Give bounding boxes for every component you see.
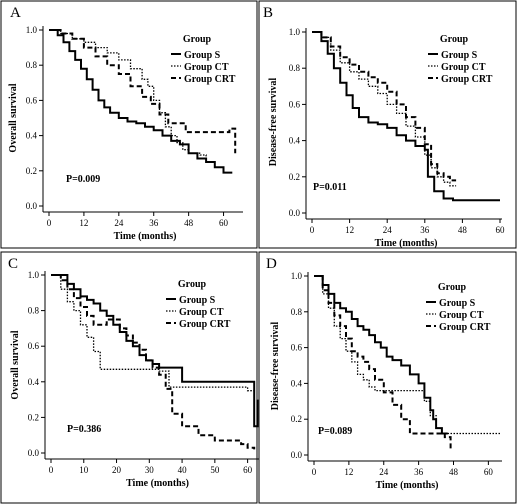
series-line-group-ct: [314, 275, 500, 435]
y-tick-label: 1.0: [289, 27, 301, 37]
x-tick-label: 36: [414, 467, 424, 477]
y-tick-label: 0.2: [28, 412, 39, 422]
legend-entry: Group S: [439, 298, 476, 309]
y-tick-label: 1.0: [26, 25, 38, 35]
x-tick-label: 0: [312, 467, 317, 477]
y-tick-label: 1.0: [291, 271, 303, 281]
y-tick-label: 0.4: [289, 136, 301, 146]
panel-frame: [0, 0, 258, 249]
legend-title: Group: [183, 34, 212, 45]
y-tick-label: 0.6: [291, 343, 303, 353]
series-line-group-crt: [51, 274, 256, 450]
x-tick-label: 0: [310, 225, 315, 235]
x-tick-label: 0: [49, 465, 54, 475]
y-tick-label: 0.2: [26, 166, 37, 176]
x-tick-label: 12: [345, 225, 354, 235]
panel-letter: C: [8, 256, 18, 272]
panel-d: 0.0 0.2 0.4 0.6 0.8 1.0 0 12 24 36 48 60 Time (month…: [258, 251, 517, 504]
x-tick-label: 60: [484, 467, 494, 477]
y-axis-label: Overall survival: [10, 330, 21, 399]
x-tick-label: 60: [243, 465, 253, 475]
p-value: P=0.011: [313, 182, 347, 193]
series-line-group-crt: [49, 29, 237, 154]
series-line-group-s: [49, 29, 233, 174]
legend-entry: Group CT: [439, 310, 484, 321]
x-axis-label: Time (months): [376, 480, 439, 491]
series-line-group-s: [314, 275, 448, 435]
x-tick-label: 30: [145, 465, 155, 475]
legend-entry: Group CT: [179, 307, 224, 318]
legend-entry: Group S: [441, 50, 478, 61]
y-tick-label: 0.6: [26, 95, 38, 105]
legend-entry: Group CRT: [184, 74, 236, 85]
panel-a: 0.0 0.2 0.4 0.6 0.8 1.0 0 12 24 36 48 60 Time (month…: [0, 0, 258, 249]
x-tick-label: 24: [383, 225, 393, 235]
panel-letter: A: [10, 5, 21, 21]
legend-entry: Group CT: [184, 62, 229, 73]
legend-title: Group: [438, 282, 467, 293]
legend-entry: Group S: [184, 50, 221, 61]
x-tick-label: 24: [114, 218, 124, 228]
p-value: P=0.009: [66, 174, 100, 185]
series-line-group-s: [312, 31, 500, 202]
y-tick-label: 0.8: [289, 63, 301, 73]
series-line-group-crt: [314, 275, 452, 452]
y-tick-label: 0.8: [28, 306, 40, 316]
y-tick-label: 0.4: [26, 131, 38, 141]
x-tick-label: 36: [420, 225, 430, 235]
legend-title: Group: [178, 279, 207, 290]
x-tick-label: 10: [79, 465, 89, 475]
y-tick-label: 0.2: [291, 414, 302, 424]
x-tick-label: 48: [184, 218, 194, 228]
legend-title: Group: [440, 34, 469, 45]
y-tick-label: 0.2: [289, 172, 300, 182]
y-axis-label: Overall survival: [8, 83, 19, 152]
y-tick-label: 0.0: [26, 201, 38, 211]
y-tick-label: 0.0: [291, 450, 303, 460]
p-value: P=0.386: [67, 424, 101, 435]
y-tick-label: 0.0: [289, 208, 301, 218]
x-tick-label: 20: [112, 465, 122, 475]
panel-b: 0.0 0.2 0.4 0.6 0.8 1.0 0 12 24 36 48 60 Time (month…: [258, 0, 517, 249]
x-tick-label: 48: [458, 225, 468, 235]
y-tick-label: 1.0: [28, 270, 40, 280]
panel-letter: D: [266, 256, 277, 272]
legend-entry: Group S: [179, 295, 216, 306]
x-tick-label: 60: [496, 225, 506, 235]
panel-c: 0.0 0.2 0.4 0.6 0.8 1.0 0 10 20 30 40 50 60 Time (mon…: [0, 251, 266, 504]
x-tick-label: 40: [178, 465, 188, 475]
y-tick-label: 0.6: [289, 99, 301, 109]
x-axis-label: Time (months): [126, 478, 189, 489]
y-axis-label: Disease-free survival: [268, 78, 279, 167]
series-line-group-crt: [312, 31, 457, 182]
y-tick-label: 0.8: [26, 60, 38, 70]
x-tick-label: 12: [79, 218, 88, 228]
y-tick-label: 0.8: [291, 307, 303, 317]
legend-entry: Group CRT: [441, 74, 493, 85]
y-axis-label: Disease-free survival: [270, 322, 281, 411]
y-tick-label: 0.6: [28, 341, 40, 351]
series-line-group-ct: [49, 29, 207, 157]
legend-entry: Group CRT: [179, 319, 231, 330]
x-tick-label: 0: [47, 218, 52, 228]
panel-frame: [0, 251, 258, 504]
x-tick-label: 60: [219, 218, 229, 228]
p-value: P=0.089: [318, 426, 352, 437]
x-tick-label: 12: [344, 467, 353, 477]
y-tick-label: 0.0: [28, 448, 40, 458]
x-tick-label: 36: [149, 218, 159, 228]
y-tick-label: 0.4: [291, 378, 303, 388]
x-axis-label: Time (months): [375, 238, 438, 249]
x-axis-label: Time (months): [114, 231, 177, 242]
y-tick-label: 0.4: [28, 377, 40, 387]
x-tick-label: 50: [210, 465, 220, 475]
series-line-group-s: [51, 274, 259, 428]
legend-entry: Group CRT: [439, 322, 491, 333]
x-tick-label: 24: [379, 467, 389, 477]
x-tick-label: 48: [449, 467, 459, 477]
legend-entry: Group CT: [441, 62, 486, 73]
panel-letter: B: [263, 5, 273, 21]
